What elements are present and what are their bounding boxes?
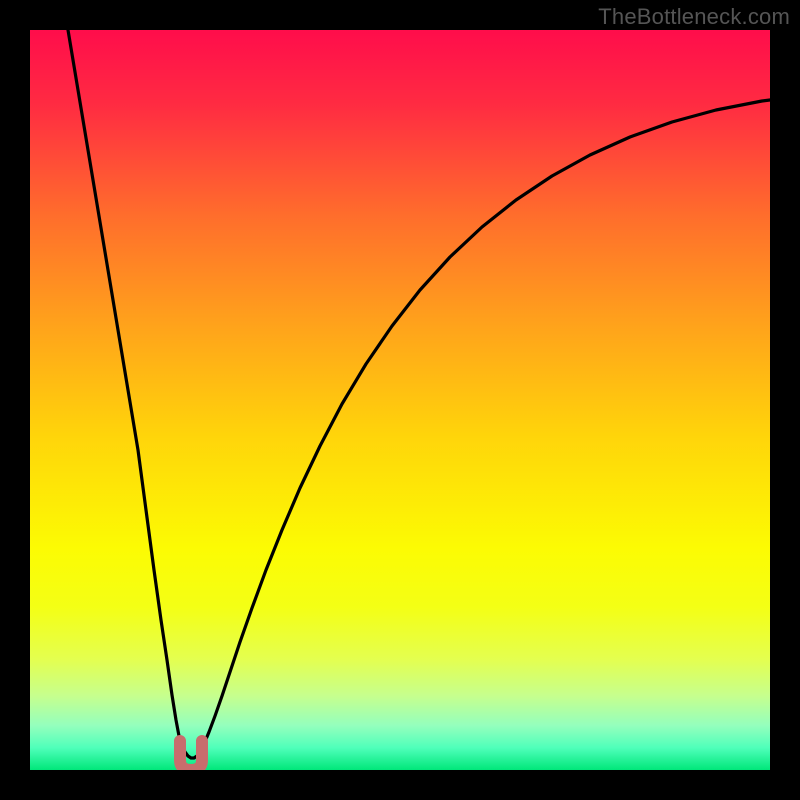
plot-area	[30, 30, 770, 770]
watermark-text: TheBottleneck.com	[598, 4, 790, 30]
chart-stage: TheBottleneck.com	[0, 0, 800, 800]
marker-path	[180, 741, 202, 770]
optimum-marker	[30, 30, 770, 770]
